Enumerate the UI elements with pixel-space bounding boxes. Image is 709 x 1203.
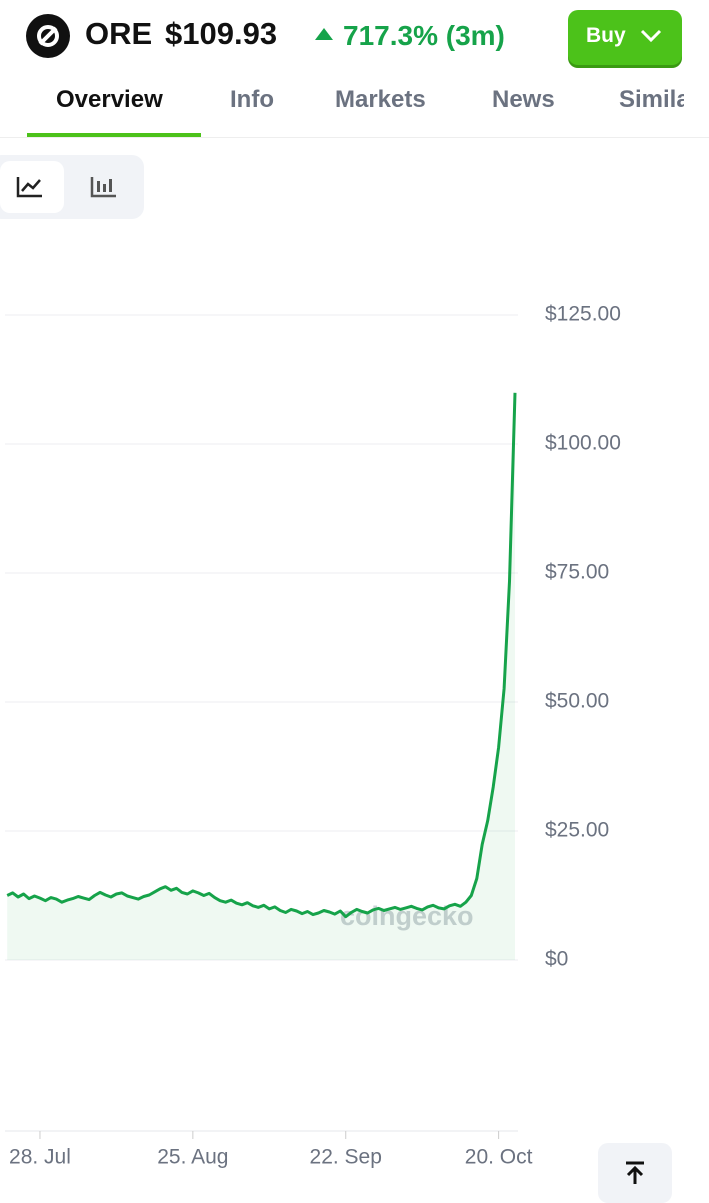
coin-logo <box>26 14 70 58</box>
y-tick-label: $75.00 <box>545 561 609 584</box>
coin-symbol: ORE <box>85 16 153 51</box>
x-tick-label: 20. Oct <box>465 1146 533 1169</box>
tab[interactable]: News <box>492 86 555 113</box>
chevron <box>640 29 662 43</box>
tab[interactable]: Simila <box>619 86 684 113</box>
tab-underline <box>27 133 201 137</box>
chart-toggle <box>0 155 144 219</box>
scroll-top-button[interactable] <box>598 1143 672 1203</box>
y-tick-label: $100.00 <box>545 432 621 455</box>
coin-price: $109.93 <box>165 16 278 51</box>
x-tick-label: 25. Aug <box>157 1146 228 1169</box>
up-arrow <box>315 28 333 40</box>
area <box>7 392 515 960</box>
price-line <box>6 392 517 919</box>
y-tick-label: $0 <box>545 948 568 971</box>
line-view-button[interactable] <box>0 161 64 213</box>
price-change: 717.3% (3m) <box>343 20 505 51</box>
x-tick-label: 28. Jul <box>9 1146 71 1169</box>
candle-icon[interactable] <box>90 175 118 199</box>
buy-button[interactable]: Buy <box>568 10 682 65</box>
tab[interactable]: Overview <box>56 86 163 113</box>
tab[interactable]: Markets <box>335 86 426 113</box>
line-icon <box>16 177 42 198</box>
x-tick-label: 22. Sep <box>310 1146 382 1169</box>
tab[interactable]: Info <box>230 86 274 113</box>
scroll-top-icon <box>626 1161 644 1184</box>
y-tick-label: $50.00 <box>545 690 609 713</box>
y-tick-label: $125.00 <box>545 303 621 326</box>
y-tick-label: $25.00 <box>545 819 609 842</box>
divider <box>0 137 709 138</box>
buy-label: Buy <box>586 24 626 47</box>
